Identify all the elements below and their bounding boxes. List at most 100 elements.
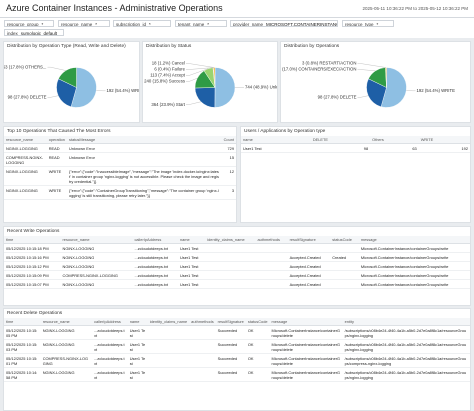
column-header[interactable]: authmethods <box>255 236 288 244</box>
filter[interactable]: subscription_id * <box>113 20 171 27</box>
column-header[interactable]: message <box>269 318 343 326</box>
pie-slice[interactable] <box>70 67 97 108</box>
table-cell: Accepted.Created <box>287 270 331 280</box>
slice-label: 63 (17.8%) OTHERS... <box>4 64 47 69</box>
table-cell: /subscriptions/c08b4e24-4f40-4a1b-a5b0-2… <box>342 325 470 340</box>
table-cell: NGINX-LOGGING <box>4 166 47 186</box>
table-cell: User1 Test <box>177 279 206 289</box>
column-header[interactable]: DELETE <box>310 136 371 144</box>
panel-title: Top 10 Operations That Caused The Most E… <box>7 129 111 134</box>
column-header[interactable]: entity <box>342 318 470 326</box>
filter[interactable]: resource_type * <box>342 20 394 27</box>
filter-bar: resource_group * resource_name * subscriptio… <box>0 18 474 38</box>
column-header[interactable]: name <box>127 318 148 326</box>
table-cell <box>330 279 359 289</box>
pie-slice[interactable] <box>58 67 77 88</box>
column-header[interactable]: statusCode <box>245 318 270 326</box>
slice-label: 18 (1.2%) Cancel <box>152 61 185 66</box>
table-cell: NGINX-LOGGING <box>60 261 133 271</box>
data-table: time resource_name callerIpAddress name iden… <box>4 236 470 289</box>
table-cell: {"error":{"code":"InaccessibleImage","me… <box>66 166 222 186</box>
table-cell: /subscriptions/c08b4e24-4f40-4a1b-a5b0-2… <box>342 353 470 368</box>
table-cell <box>189 339 216 354</box>
table-cell: /subscriptions/c08b4e24-4f40-4a1b-a5b0-2… <box>342 367 470 382</box>
column-header[interactable]: identity_claims_name <box>147 318 190 326</box>
table-cell: NGINX-LOGGING <box>60 243 133 253</box>
table-cell: User1 Test <box>127 353 148 368</box>
pie-slice[interactable] <box>214 67 236 108</box>
slice-label: 240 (15.8%) Success <box>144 79 185 84</box>
column-header[interactable]: name <box>241 136 311 144</box>
column-header[interactable]: callerIpAddress <box>132 236 178 244</box>
slice-label: 3 (0.8%) RESTART/ACTION <box>302 61 357 66</box>
table-cell: /subscriptions/c08b4e24-4f40-4a1b-a5b0-2… <box>342 339 470 354</box>
panel-title: Distribution by Operation Type (Read, Wr… <box>7 44 126 49</box>
filter[interactable]: tenant_name * <box>175 20 227 27</box>
leader-line <box>357 95 369 98</box>
slice-label: 744 (48.9%) Unknown <box>245 85 278 90</box>
column-header[interactable]: statusMessage <box>66 136 222 144</box>
table-cell: COMPRESS-NGINX-LOGGING <box>60 270 133 280</box>
filter-value: * <box>95 22 98 27</box>
column-header[interactable]: resource_name <box>4 136 47 144</box>
filter[interactable]: resource_group * <box>4 20 54 27</box>
table-cell: Microsoft.ContainerInstance/containerGro… <box>358 270 470 280</box>
slice-label: 6 (0.4%) Failure <box>154 67 185 72</box>
column-header[interactable]: authmethods <box>189 318 216 326</box>
table-cell: ...zcloudotdeeps.txt <box>92 353 128 368</box>
table-cell: 15 <box>221 152 236 167</box>
column-header[interactable]: Count <box>221 136 236 144</box>
column-header[interactable]: Others <box>370 136 419 144</box>
filter[interactable]: index sumologic_default <box>4 29 64 36</box>
column-header[interactable]: resource_name <box>60 236 133 244</box>
leader-line <box>186 78 198 82</box>
panel: Distribution by Operations 192 (54.4%) WR… <box>280 41 471 123</box>
column-header[interactable]: resultSignature <box>287 236 331 244</box>
filter[interactable]: resource_name * <box>58 20 110 27</box>
table-cell: Unknown Error <box>66 143 222 153</box>
column-header[interactable]: time <box>4 318 41 326</box>
column-header[interactable]: callerIpAddress <box>92 318 128 326</box>
time-range[interactable]: 2025-05-11 10:36:22 PM to 2025-05-12 10:… <box>362 6 469 11</box>
pie-slice[interactable] <box>213 67 216 88</box>
column-header[interactable]: operation <box>46 136 67 144</box>
table-cell <box>189 353 216 368</box>
column-header[interactable]: name <box>177 236 206 244</box>
filter-value: * <box>376 22 379 27</box>
filter[interactable]: provider_name MICROSOFT.CONTAINERINSTANCE <box>230 20 338 27</box>
table-row: 05/12/2025 10:15:16 PM NGINX-LOGGING ...zc… <box>4 252 470 262</box>
panel-title: Recent Delete Operations <box>7 311 63 316</box>
column-header[interactable]: resource_name <box>40 318 93 326</box>
table-row: NGINX-LOGGING READ Unknown Error 729 <box>4 143 236 153</box>
table-cell: READ <box>46 152 67 167</box>
table-cell <box>189 325 216 340</box>
table-cell: Accepted.Created <box>287 252 331 262</box>
pie-slice[interactable] <box>194 87 216 108</box>
leader-line <box>186 68 209 76</box>
table-row: User1 Test 98 63 192 <box>241 143 470 153</box>
column-header[interactable]: resultSignature <box>215 318 246 326</box>
table-cell: Microsoft.ContainerInstance/containerGro… <box>358 252 470 262</box>
filter-label: resource_name <box>61 22 93 27</box>
table-cell <box>205 279 256 289</box>
table-cell: ...zcloudotdeeps.txt <box>132 243 178 253</box>
table-cell: User1 Test <box>127 367 148 382</box>
table-cell <box>330 270 359 280</box>
filter-value: * <box>149 22 151 27</box>
table-row: 05/12/2025 10:15:01 PM COMPRESS-NGINX-LOG… <box>4 353 470 368</box>
table-cell: 05/12/2025 10:15:03 PM <box>4 339 41 354</box>
table-cell <box>255 261 288 271</box>
column-header[interactable]: statusCode <box>330 236 359 244</box>
column-header[interactable]: message <box>358 236 470 244</box>
table-cell: Microsoft.ContainerInstance/containerGro… <box>269 325 343 340</box>
table-cell: ...zcloudotdeeps.txt <box>92 325 128 340</box>
table-cell: OK <box>245 339 270 354</box>
table-cell: User1 Test <box>177 261 206 271</box>
table-cell <box>205 261 256 271</box>
column-header[interactable]: identity_claims_name <box>205 236 256 244</box>
column-header[interactable]: time <box>4 236 61 244</box>
table-cell: NGINX-LOGGING <box>4 143 47 153</box>
column-header[interactable]: WRITE <box>418 136 470 144</box>
pie-slice[interactable] <box>380 67 407 108</box>
panel: Distribution by Operation Type (Read, Wr… <box>3 41 140 123</box>
